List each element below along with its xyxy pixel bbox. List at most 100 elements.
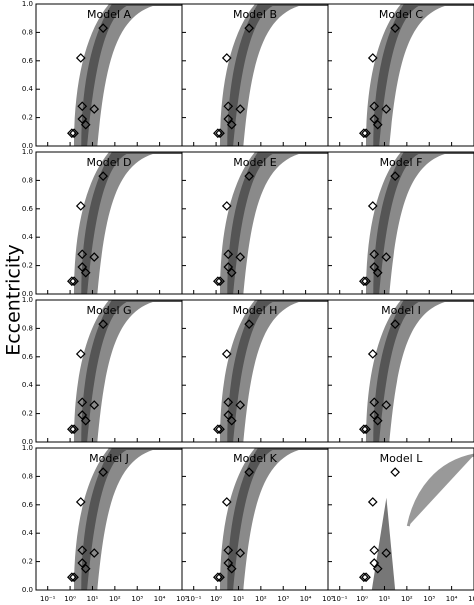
panel-title: Model F: [380, 156, 423, 169]
point: [67, 276, 77, 287]
point: [369, 545, 380, 556]
panel-frame: [327, 151, 474, 295]
panel: Model F: [327, 151, 474, 295]
point: [77, 410, 88, 420]
y-tick-label: 1.0: [22, 0, 33, 8]
x-tick-label: 10⁴: [154, 595, 166, 603]
point: [213, 424, 223, 435]
panel: 0.0 0.2 0.4 0.6 0.8 1.0 Model A: [22, 0, 183, 150]
x-tick-label: 10⁴: [300, 595, 312, 603]
point: [381, 104, 392, 114]
point: [98, 23, 108, 33]
point: [235, 400, 246, 410]
x-tick-label: 10⁰: [210, 595, 222, 603]
y-tick-label: 0.4: [22, 529, 34, 537]
point: [67, 128, 77, 139]
point: [98, 171, 108, 181]
panel-title: Model I: [381, 304, 421, 317]
y-tick-label: 0.8: [22, 472, 33, 480]
point: [89, 252, 100, 262]
y-tick-label: 0.0: [22, 142, 33, 150]
point: [75, 349, 86, 359]
y-tick-label: 0.8: [22, 176, 33, 184]
point: [390, 23, 400, 33]
y-tick-label: 0.2: [22, 410, 33, 418]
point: [77, 397, 88, 408]
panel: Model B: [181, 3, 329, 147]
point: [359, 424, 369, 435]
panel-frame: [327, 3, 474, 147]
x-tick-label: 10⁴: [446, 595, 458, 603]
point: [215, 128, 225, 139]
point: [369, 410, 380, 420]
point: [77, 545, 88, 556]
point: [367, 349, 378, 359]
y-tick-label: 0.8: [22, 28, 33, 36]
point: [213, 128, 223, 139]
point: [369, 262, 380, 272]
y-tick-label: 0.0: [22, 438, 33, 446]
density-band: [406, 453, 474, 527]
y-tick-label: 0.8: [22, 324, 33, 332]
point: [223, 101, 234, 112]
point: [369, 558, 380, 568]
point: [381, 548, 392, 558]
panel-title: Model A: [87, 8, 132, 21]
x-tick-label: 10³: [131, 595, 143, 603]
point: [223, 545, 234, 556]
point: [372, 415, 383, 426]
point: [80, 267, 91, 278]
point: [75, 201, 86, 211]
panel: Model H: [181, 299, 329, 443]
panel-frame: [327, 299, 474, 443]
x-tick-label: 10¹: [233, 595, 245, 603]
x-tick-label: 10⁰: [64, 595, 76, 603]
panel-title: Model D: [87, 156, 132, 169]
point: [77, 249, 88, 260]
point: [69, 276, 79, 287]
point: [89, 400, 100, 410]
panel-title: Model C: [379, 8, 424, 21]
point: [372, 119, 383, 130]
point: [244, 23, 254, 33]
point: [80, 119, 91, 130]
point: [226, 563, 237, 574]
point: [67, 572, 77, 583]
x-tick-label: 10³: [277, 595, 289, 603]
panel-frame: [327, 447, 474, 591]
point: [369, 101, 380, 112]
point: [223, 249, 234, 260]
point: [69, 572, 79, 583]
point: [359, 128, 369, 139]
point: [77, 558, 88, 568]
point: [213, 276, 223, 287]
point: [244, 319, 254, 329]
point: [372, 563, 383, 574]
point: [69, 424, 79, 435]
y-tick-label: 0.6: [22, 353, 34, 361]
point: [226, 267, 237, 278]
point: [89, 548, 100, 558]
x-tick-label: 10²: [109, 595, 121, 603]
density-band: [371, 497, 396, 590]
y-tick-label: 0.0: [22, 586, 33, 594]
y-tick-label: 1.0: [22, 148, 33, 156]
point: [223, 410, 234, 420]
point: [221, 497, 232, 507]
point: [80, 563, 91, 574]
point: [361, 424, 371, 435]
y-tick-label: 0.4: [22, 381, 34, 389]
x-tick-label: 10⁵: [176, 595, 188, 603]
point: [223, 397, 234, 408]
point: [361, 276, 371, 287]
point: [221, 201, 232, 211]
panel: 0.0 0.2 0.4 0.6 0.8 1.0 Model D: [22, 148, 183, 298]
point: [244, 467, 254, 477]
x-tick-label: 10⁵: [468, 595, 474, 603]
point: [372, 267, 383, 278]
point: [215, 572, 225, 583]
panel-title: Model K: [233, 452, 278, 465]
point: [381, 400, 392, 410]
y-tick-label: 1.0: [22, 296, 33, 304]
